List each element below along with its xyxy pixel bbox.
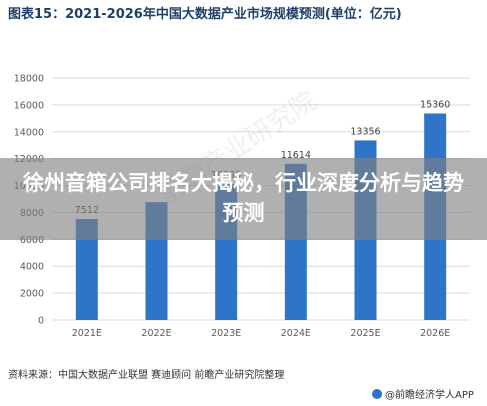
x-tick-label: 2024E <box>281 328 311 339</box>
y-tick-label: 2000 <box>20 289 44 300</box>
x-tick-label: 2025E <box>350 328 380 339</box>
y-tick-label: 6000 <box>20 235 44 246</box>
y-tick-label: 16000 <box>14 100 44 111</box>
y-tick-label: 18000 <box>14 74 44 85</box>
x-tick-label: 2021E <box>72 328 102 339</box>
data-label: 11614 <box>281 150 311 161</box>
y-tick-label: 4000 <box>20 262 44 273</box>
x-tick-label: 2023E <box>211 328 241 339</box>
x-tick-label: 2022E <box>141 328 171 339</box>
chart-title: 图表15：2021-2026年中国大数据产业市场规模预测(单位：亿元) <box>8 7 402 22</box>
x-tick-label: 2026E <box>420 328 450 339</box>
source-note: 资料来源：中国大数据产业联盟 赛迪顾问 前瞻产业研究院整理 <box>8 370 285 381</box>
title-banner <box>0 158 487 240</box>
qianzhan-logo-icon <box>372 389 382 399</box>
banner-headline: 徐州音箱公司排名大揭秘，行业深度分析与趋势预测 <box>23 171 464 225</box>
data-label: 15360 <box>420 99 450 110</box>
data-label: 13356 <box>350 126 380 137</box>
brand-credit-text: @前瞻经济学人APP <box>385 390 474 401</box>
y-tick-label: 14000 <box>14 127 44 138</box>
x-axis-tick-labels: 2021E 2022E 2023E 2024E 2025E 2026E <box>72 328 451 339</box>
brand-credit: @前瞻经济学人APP <box>372 386 474 401</box>
y-tick-label: 0 <box>38 316 44 327</box>
bar-2021E <box>75 219 98 320</box>
